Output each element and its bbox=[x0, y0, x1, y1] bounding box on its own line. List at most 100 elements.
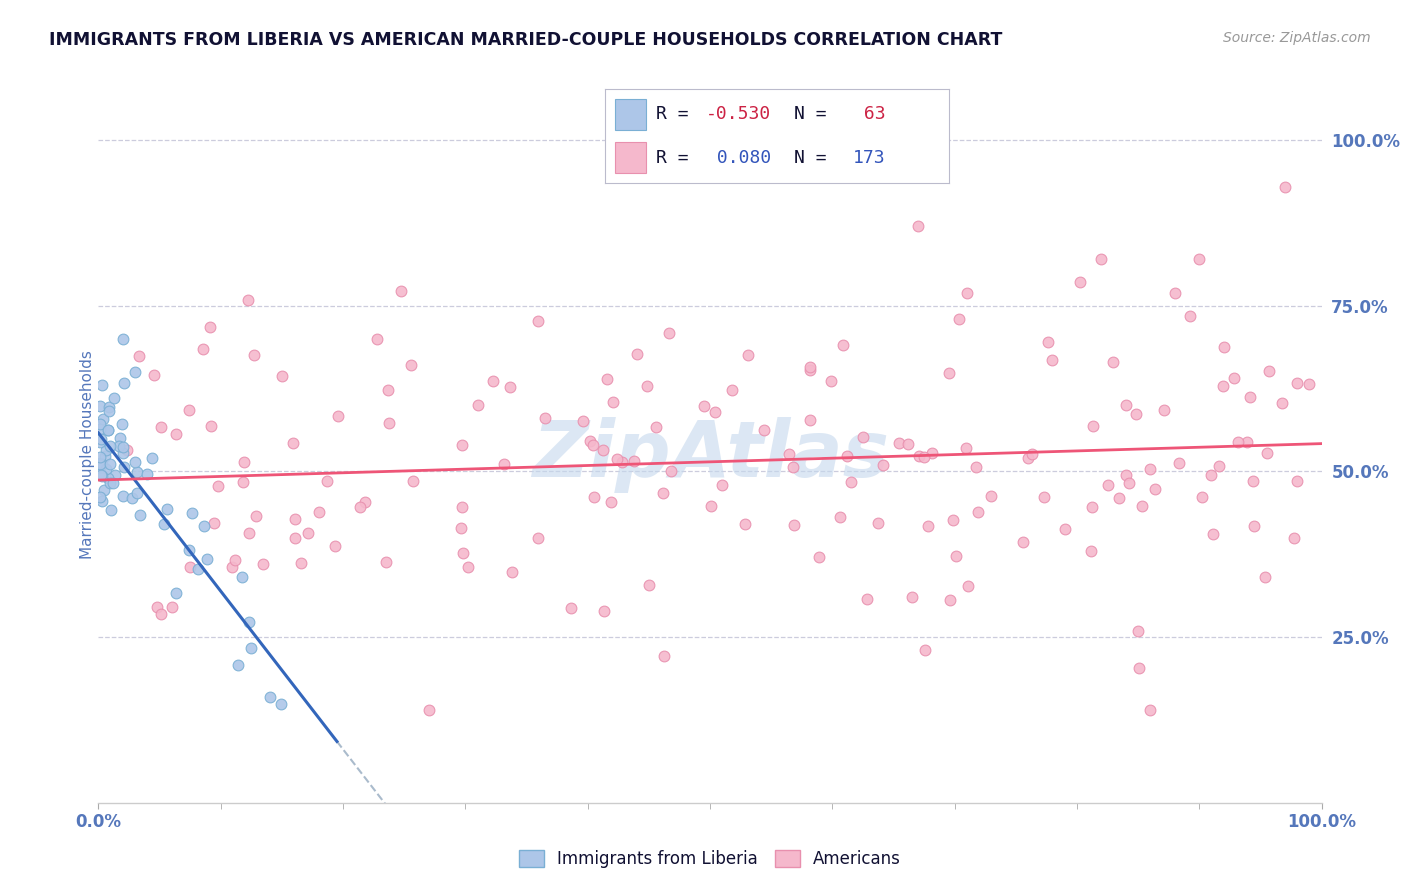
Point bbox=[1125, 407, 1147, 421]
Point bbox=[100, 503, 122, 517]
Text: Source: ZipAtlas.com: Source: ZipAtlas.com bbox=[1223, 31, 1371, 45]
Point bbox=[482, 374, 505, 388]
Point bbox=[956, 579, 979, 593]
Point bbox=[316, 474, 339, 488]
Point bbox=[808, 550, 831, 565]
Point bbox=[124, 365, 146, 379]
Point bbox=[583, 490, 606, 504]
Point bbox=[207, 479, 229, 493]
Point bbox=[1188, 252, 1211, 267]
Point bbox=[97, 423, 120, 437]
Point bbox=[124, 455, 146, 469]
Point bbox=[191, 343, 214, 357]
Point bbox=[1102, 355, 1125, 369]
Point bbox=[527, 314, 550, 328]
Point bbox=[942, 513, 965, 527]
Point bbox=[592, 442, 614, 457]
Point bbox=[156, 501, 179, 516]
Point bbox=[377, 417, 399, 431]
Point bbox=[841, 475, 863, 489]
Point bbox=[97, 423, 120, 437]
Point bbox=[966, 505, 988, 519]
Point bbox=[202, 516, 225, 531]
Point bbox=[965, 459, 987, 474]
Text: 63: 63 bbox=[852, 105, 886, 123]
Point bbox=[917, 519, 939, 533]
Point bbox=[193, 518, 215, 533]
Point bbox=[1139, 703, 1161, 717]
Text: 0.080: 0.080 bbox=[706, 149, 772, 167]
Point bbox=[375, 555, 398, 569]
Point bbox=[1164, 285, 1187, 300]
Point bbox=[141, 450, 163, 465]
Point bbox=[238, 615, 260, 629]
Point bbox=[1284, 531, 1306, 545]
Point bbox=[1285, 376, 1308, 391]
Point bbox=[195, 552, 218, 566]
Point bbox=[107, 439, 129, 453]
Point bbox=[399, 358, 422, 372]
Point bbox=[1202, 527, 1225, 541]
Point bbox=[492, 457, 515, 471]
Point bbox=[89, 434, 111, 449]
Point bbox=[297, 526, 319, 541]
Point bbox=[734, 516, 756, 531]
Point bbox=[127, 465, 149, 479]
Point bbox=[1298, 377, 1320, 392]
Point bbox=[571, 414, 593, 428]
Point bbox=[98, 475, 121, 490]
Point bbox=[599, 495, 621, 509]
Point bbox=[939, 592, 962, 607]
Point bbox=[499, 380, 522, 394]
Point bbox=[560, 600, 582, 615]
Point bbox=[127, 486, 149, 500]
Point bbox=[820, 374, 842, 388]
Point bbox=[1042, 352, 1064, 367]
Point bbox=[366, 332, 388, 346]
Point bbox=[612, 455, 634, 469]
Point bbox=[938, 366, 960, 380]
Point bbox=[638, 578, 661, 592]
Point bbox=[703, 404, 725, 418]
Point bbox=[945, 549, 967, 563]
Point bbox=[89, 457, 111, 471]
Text: IMMIGRANTS FROM LIBERIA VS AMERICAN MARRIED-COUPLE HOUSEHOLDS CORRELATION CHART: IMMIGRANTS FROM LIBERIA VS AMERICAN MARR… bbox=[49, 31, 1002, 49]
Text: N =: N = bbox=[794, 149, 838, 167]
Point bbox=[90, 457, 112, 471]
Point bbox=[418, 703, 440, 717]
Point bbox=[1115, 398, 1137, 412]
Point bbox=[782, 460, 804, 475]
Point bbox=[450, 521, 472, 535]
Point bbox=[89, 417, 111, 432]
Text: 173: 173 bbox=[852, 149, 886, 167]
Point bbox=[852, 429, 875, 443]
Point bbox=[1081, 418, 1104, 433]
Point bbox=[187, 561, 209, 575]
Point bbox=[855, 592, 877, 607]
Point bbox=[526, 531, 548, 545]
Point bbox=[1080, 544, 1102, 558]
Point bbox=[1256, 445, 1278, 459]
Point bbox=[1108, 491, 1130, 505]
Point bbox=[1236, 435, 1258, 450]
Point bbox=[582, 438, 605, 452]
Point bbox=[830, 510, 852, 524]
Point bbox=[284, 512, 307, 526]
Point bbox=[89, 461, 111, 475]
Text: R =: R = bbox=[657, 105, 700, 123]
Point bbox=[921, 445, 943, 459]
Point bbox=[457, 560, 479, 574]
Point bbox=[308, 505, 330, 519]
Point bbox=[112, 460, 135, 475]
Point bbox=[181, 506, 204, 520]
Point bbox=[1241, 474, 1264, 488]
Point bbox=[534, 411, 557, 425]
Point bbox=[907, 219, 929, 234]
Point bbox=[89, 490, 111, 504]
Point bbox=[1012, 535, 1035, 549]
Point bbox=[89, 422, 111, 436]
Point bbox=[593, 604, 616, 618]
Point bbox=[1274, 179, 1296, 194]
Point bbox=[1239, 390, 1261, 404]
Point bbox=[1226, 435, 1249, 450]
